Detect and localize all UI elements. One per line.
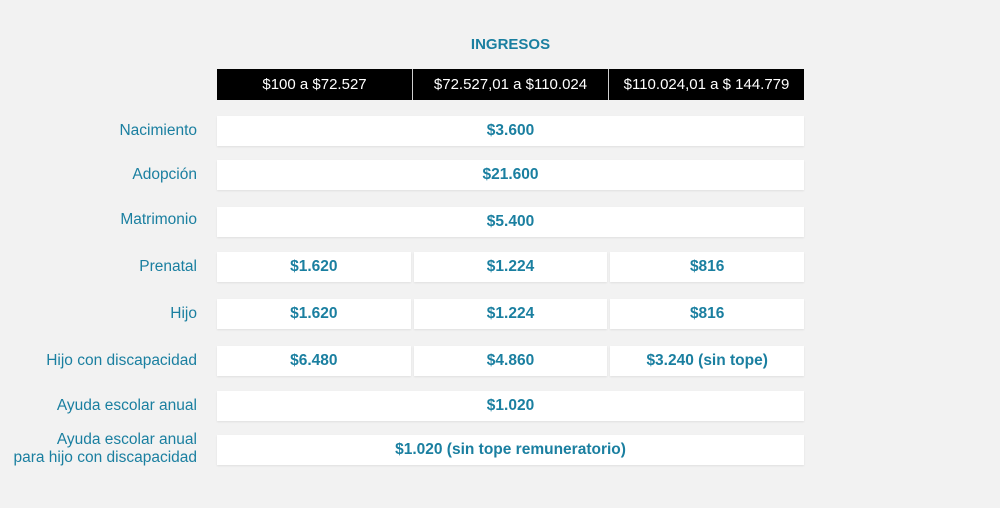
- income-bracket-2: $72.527,01 a $110.024: [412, 69, 608, 100]
- row-label-prenatal: Prenatal: [139, 258, 197, 275]
- row-label-matrimonio: Matrimonio: [120, 211, 197, 228]
- table-row: $3.600: [217, 116, 804, 146]
- value-cell-matrimonio: $5.400: [217, 207, 804, 237]
- value-cell-prenatal-2: $1.224: [413, 252, 608, 282]
- value-cell-prenatal-3: $816: [610, 252, 805, 282]
- table-row: $21.600: [217, 160, 804, 190]
- row-label-hijo-discapacidad: Hijo con discapacidad: [46, 352, 197, 369]
- value-cell-hijo-discapacidad-3: $3.240 (sin tope): [610, 346, 805, 376]
- income-bracket-3: $110.024,01 a $ 144.779: [608, 69, 804, 100]
- value-cell-hijo-discapacidad-2: $4.860: [413, 346, 608, 376]
- row-label-ayuda-escolar-discapacidad: Ayuda escolar anual para hijo con discap…: [0, 431, 197, 467]
- table-row: $6.480 $4.860 $3.240 (sin tope): [217, 346, 805, 376]
- row-label-line-2: para hijo con discapacidad: [13, 449, 197, 466]
- row-label-line-1: Ayuda escolar anual: [56, 431, 197, 448]
- value-cell-prenatal-1: $1.620: [217, 252, 411, 282]
- table-title: INGRESOS: [470, 36, 551, 53]
- value-cell-hijo-1: $1.620: [217, 299, 411, 329]
- table-row: $1.620 $1.224 $816: [217, 299, 805, 329]
- value-cell-ayuda-escolar-discapacidad: $1.020 (sin tope remuneratorio): [217, 435, 804, 465]
- income-bracket-header: $100 a $72.527 $72.527,01 a $110.024 $11…: [217, 69, 804, 100]
- table-row: $5.400: [217, 207, 804, 237]
- value-cell-adopcion: $21.600: [217, 160, 804, 190]
- income-bracket-1: $100 a $72.527: [262, 76, 367, 93]
- table-row: $1.020 (sin tope remuneratorio): [217, 435, 804, 465]
- value-cell-hijo-3: $816: [610, 299, 805, 329]
- value-cell-hijo-2: $1.224: [413, 299, 608, 329]
- value-cell-hijo-discapacidad-1: $6.480: [217, 346, 411, 376]
- row-label-ayuda-escolar: Ayuda escolar anual: [56, 397, 197, 414]
- row-label-nacimiento: Nacimiento: [119, 122, 197, 139]
- table-row: $1.020: [217, 391, 804, 421]
- row-label-hijo: Hijo: [170, 305, 197, 322]
- row-label-adopcion: Adopción: [132, 166, 197, 183]
- value-cell-nacimiento: $3.600: [217, 116, 804, 146]
- table-row: $1.620 $1.224 $816: [217, 252, 805, 282]
- value-cell-ayuda-escolar: $1.020: [217, 391, 804, 421]
